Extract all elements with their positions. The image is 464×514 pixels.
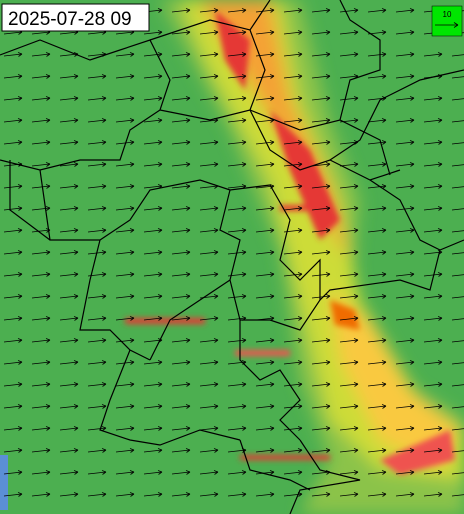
timestamp: 2025-07-28 09 xyxy=(8,9,132,30)
legend-label: 10 xyxy=(443,10,452,19)
legend-box xyxy=(431,5,463,37)
legend-arrow xyxy=(435,22,459,28)
timestamp-box xyxy=(1,3,150,32)
